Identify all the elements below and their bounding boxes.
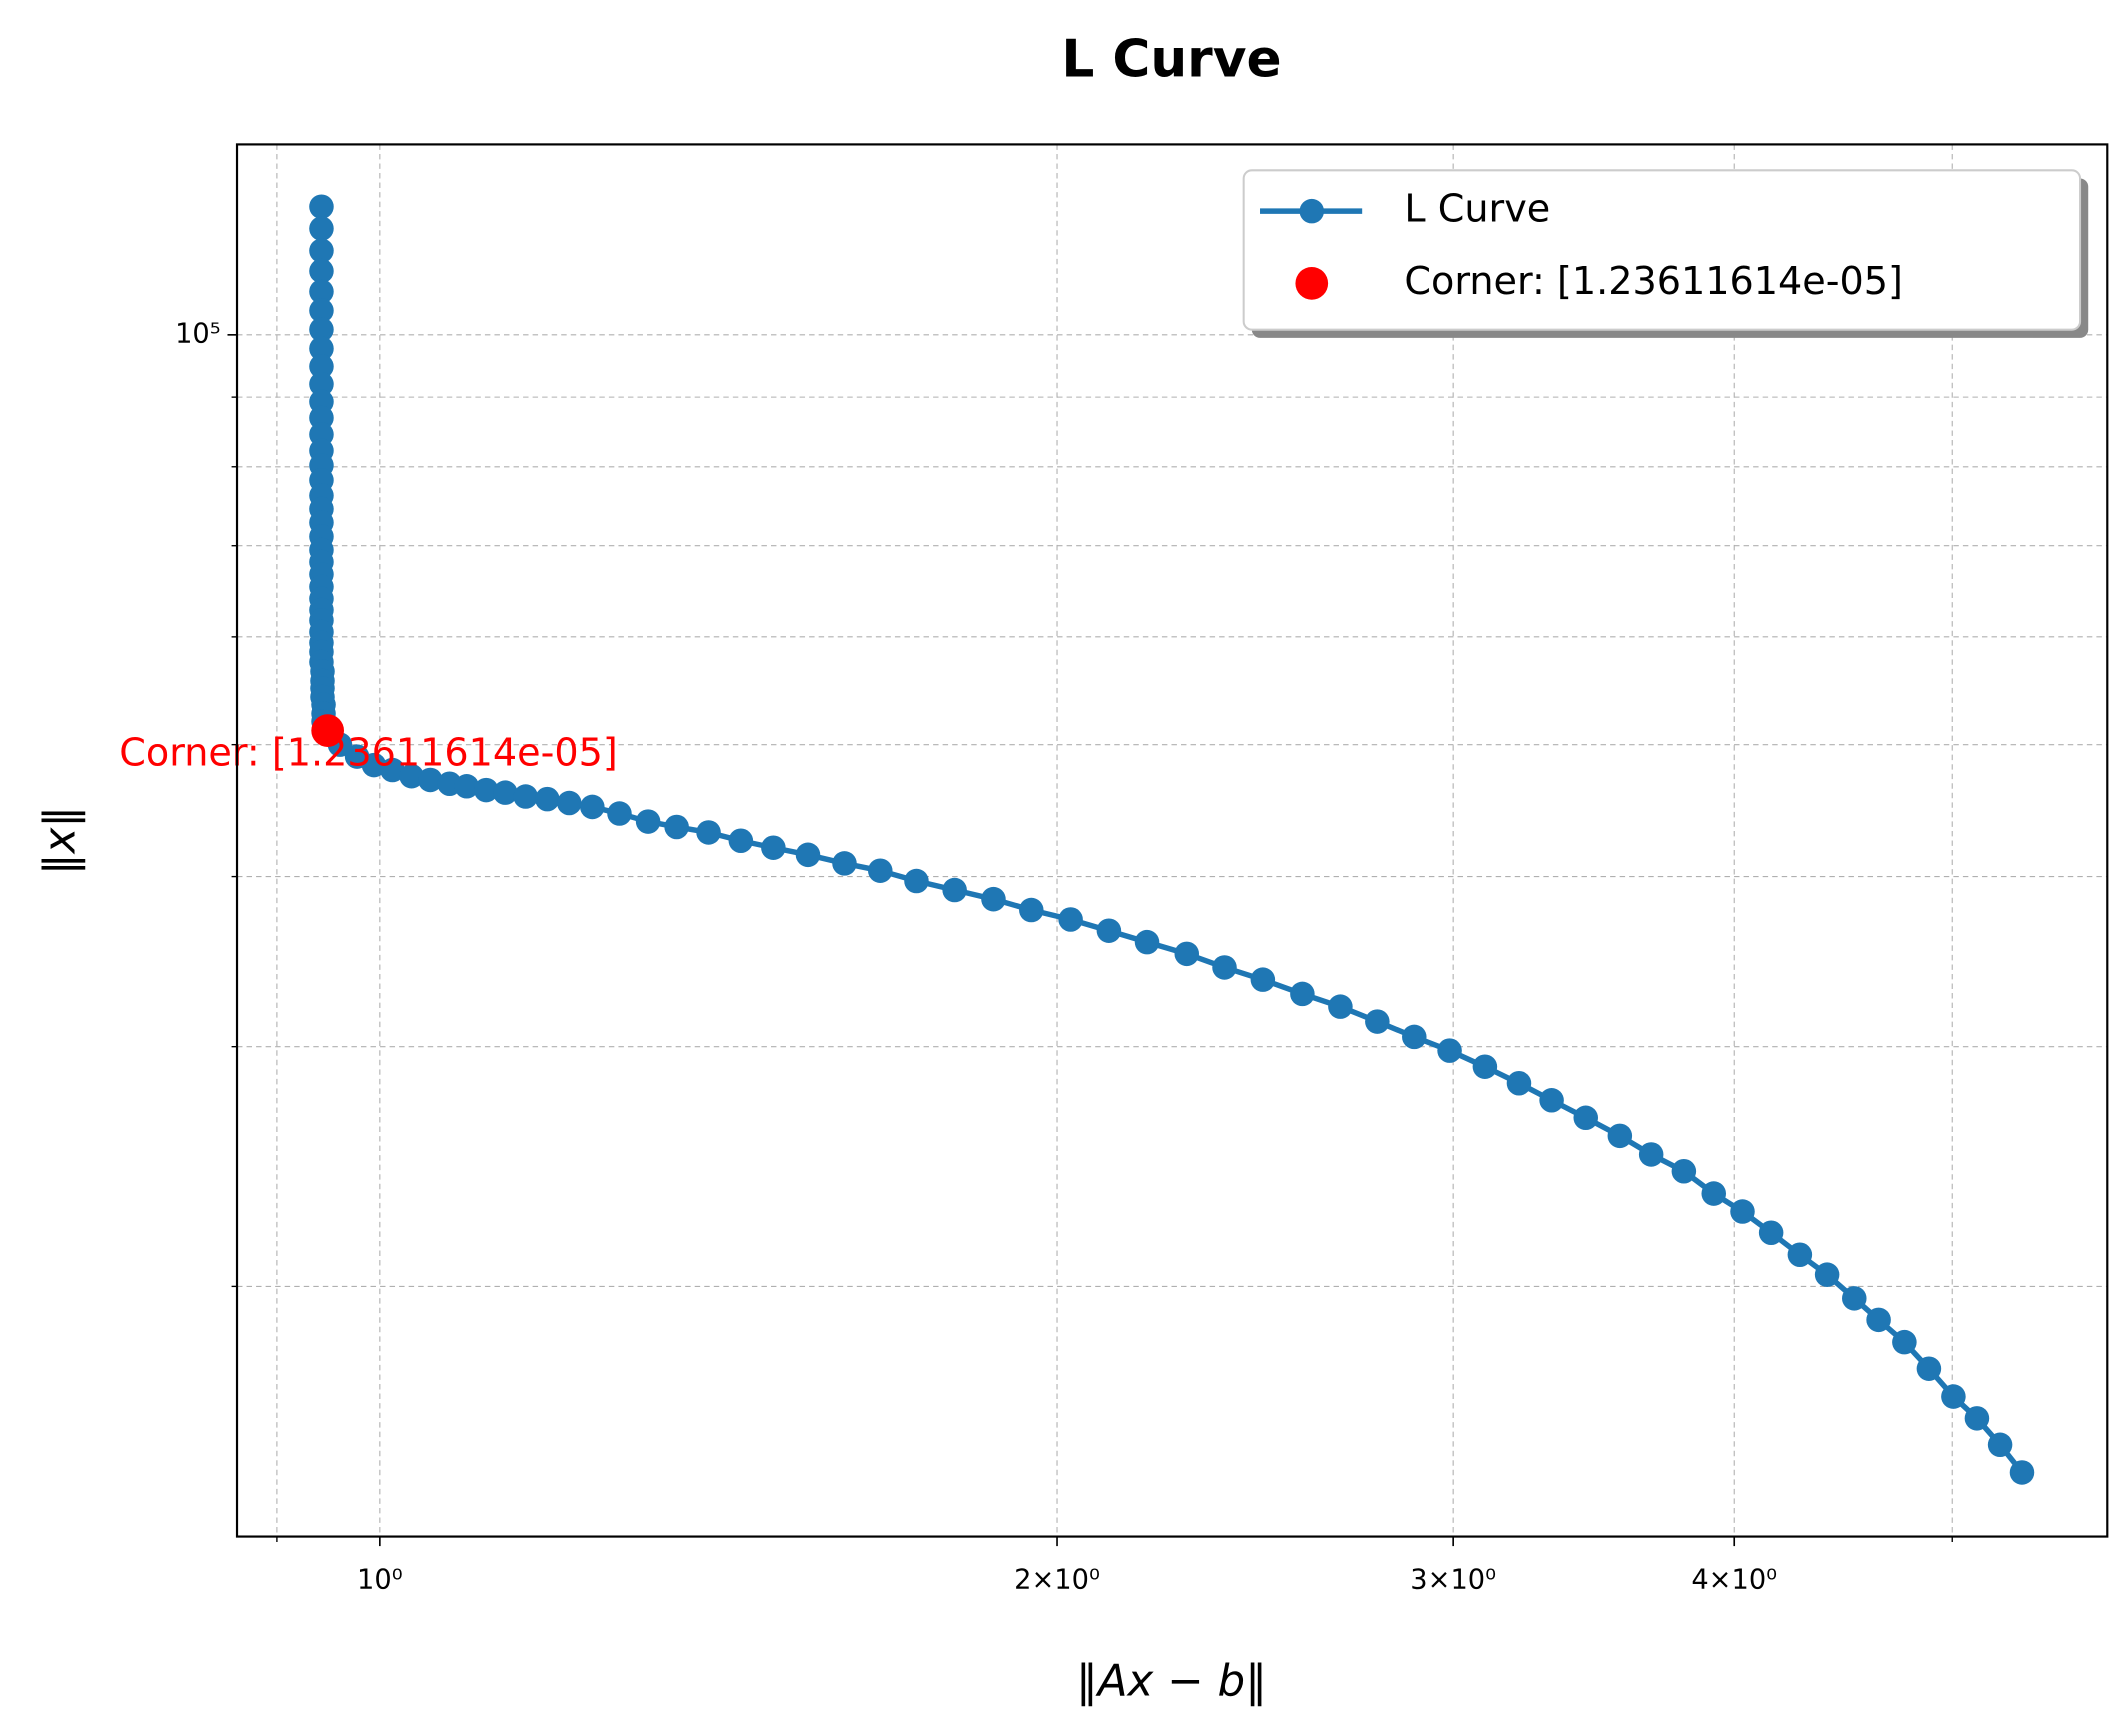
legend-marker xyxy=(1299,198,1325,224)
legend-box xyxy=(1242,169,2082,331)
axes-frame xyxy=(235,143,2109,1538)
marker xyxy=(380,757,405,783)
marker xyxy=(1987,1432,2013,1458)
marker xyxy=(1607,1123,1633,1149)
marker xyxy=(1842,1286,1867,1311)
marker xyxy=(1941,1384,1966,1409)
marker xyxy=(535,786,560,812)
legend-label: L Curve xyxy=(1404,187,1550,231)
marker xyxy=(1916,1356,1942,1381)
marker xyxy=(418,767,443,793)
marker xyxy=(1058,907,1083,932)
marker xyxy=(309,298,334,323)
marker xyxy=(1472,1054,1498,1079)
x-tick-label: 3×10⁰ xyxy=(1410,1564,1496,1595)
marker xyxy=(1892,1329,1917,1355)
x-tick-label: 4×10⁰ xyxy=(1691,1564,1777,1595)
y-axis-label: ‖x‖ xyxy=(36,806,86,875)
marker xyxy=(1250,967,1276,992)
marker xyxy=(1096,918,1122,943)
marker xyxy=(1787,1242,1813,1267)
marker xyxy=(309,354,334,379)
marker xyxy=(1638,1142,1664,1167)
marker xyxy=(473,777,499,803)
marker xyxy=(309,194,334,219)
marker xyxy=(1671,1158,1697,1184)
marker xyxy=(942,877,967,903)
marker xyxy=(1134,929,1160,955)
marker xyxy=(1573,1105,1598,1131)
marker xyxy=(513,784,538,809)
marker xyxy=(1019,897,1044,923)
marker xyxy=(309,279,334,304)
marker xyxy=(981,886,1006,912)
marker xyxy=(761,835,786,860)
marker xyxy=(361,752,387,778)
legend-marker xyxy=(1295,267,1329,300)
marker xyxy=(309,336,334,361)
marker xyxy=(795,842,821,868)
marker xyxy=(309,216,334,241)
marker xyxy=(728,828,754,853)
chart-title: L Curve xyxy=(1061,30,1281,90)
marker xyxy=(1506,1070,1532,1096)
marker xyxy=(1866,1307,1891,1333)
marker xyxy=(580,794,605,820)
x-tick-label: 2×10⁰ xyxy=(1014,1564,1100,1595)
x-tick-label: 10⁰ xyxy=(357,1564,403,1595)
corner-point xyxy=(311,714,345,747)
marker xyxy=(1174,941,1200,967)
grid xyxy=(237,144,2108,1537)
marker xyxy=(557,790,582,816)
plot-area: Corner: [1.23611614e-05] xyxy=(119,194,2035,1485)
marker xyxy=(664,814,689,840)
marker xyxy=(1365,1009,1390,1034)
marker xyxy=(309,258,334,284)
legend: L Curve Corner: [1.23611614e-05] xyxy=(1242,169,2089,338)
x-axis-label: ‖Ax − b‖ xyxy=(1076,1657,1267,1707)
marker xyxy=(1290,981,1315,1007)
marker xyxy=(309,371,334,397)
marker xyxy=(1402,1024,1427,1050)
marker xyxy=(1328,994,1353,1019)
marker xyxy=(1539,1088,1564,1113)
marker xyxy=(635,809,661,834)
marker xyxy=(1758,1220,1784,1245)
marker xyxy=(399,763,424,789)
marker xyxy=(607,801,632,826)
marker xyxy=(832,851,857,876)
marker xyxy=(454,774,479,799)
annotation: Corner: [1.23611614e-05] xyxy=(119,731,617,775)
marker xyxy=(696,820,721,845)
marker xyxy=(309,317,334,342)
legend-label: Corner: [1.23611614e-05] xyxy=(1404,259,1902,303)
marker xyxy=(904,868,929,894)
marker xyxy=(1212,955,1237,980)
marker xyxy=(1701,1181,1726,1206)
y-tick-label: 10⁵ xyxy=(175,318,221,349)
marker xyxy=(493,780,518,805)
marker xyxy=(1964,1406,1990,1431)
marker xyxy=(868,858,893,883)
marker xyxy=(1437,1038,1462,1063)
marker xyxy=(1730,1199,1755,1224)
marker xyxy=(1814,1262,1840,1287)
marker xyxy=(2009,1460,2035,1485)
marker xyxy=(309,238,334,263)
